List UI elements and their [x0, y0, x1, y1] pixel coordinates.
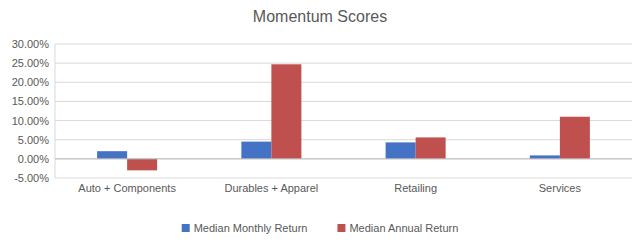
x-tick-label: Services [539, 182, 582, 194]
x-tick-label: Durables + Apparel [224, 182, 318, 194]
x-axis-line [55, 158, 632, 159]
grid-line [55, 101, 632, 102]
y-tick-label: 10.00% [12, 115, 50, 127]
grid-line [55, 178, 632, 179]
grid-line [55, 82, 632, 83]
x-tick-label: Auto + Components [78, 182, 176, 194]
bar [530, 155, 560, 158]
bar [97, 151, 127, 159]
bar [560, 117, 590, 159]
y-tick-label: 15.00% [12, 95, 50, 107]
grid-line [55, 158, 632, 159]
x-tick-label: Retailing [394, 182, 437, 194]
bar [416, 137, 446, 158]
bar [386, 142, 416, 158]
grid-line [55, 63, 632, 64]
bar [271, 64, 301, 159]
legend-swatch [337, 224, 345, 232]
bar [241, 142, 271, 159]
grid-line [55, 120, 632, 121]
y-tick-label: 25.00% [12, 57, 50, 69]
legend: Median Monthly Return Median Annual Retur… [182, 222, 459, 234]
y-tick-label: 30.00% [12, 38, 50, 50]
chart-container: Momentum Scores -5.00% 0.00% 5.00% 10.00% 15.… [0, 0, 640, 245]
grid-line [55, 139, 632, 140]
grid-line [55, 44, 632, 45]
legend-label: Median Monthly Return [194, 222, 308, 234]
chart-title: Momentum Scores [253, 8, 387, 25]
y-tick-label: -5.00% [14, 172, 49, 184]
chart-svg: Momentum Scores -5.00% 0.00% 5.00% 10.00% 15.… [0, 0, 640, 245]
legend-label: Median Annual Return [349, 222, 458, 234]
y-axis-line [55, 44, 56, 178]
legend-swatch [182, 224, 190, 232]
y-tick-label: 20.00% [12, 76, 50, 88]
y-tick-label: 0.00% [18, 153, 49, 165]
bar [127, 159, 157, 170]
bars-group [97, 64, 590, 170]
y-tick-label: 5.00% [18, 134, 49, 146]
